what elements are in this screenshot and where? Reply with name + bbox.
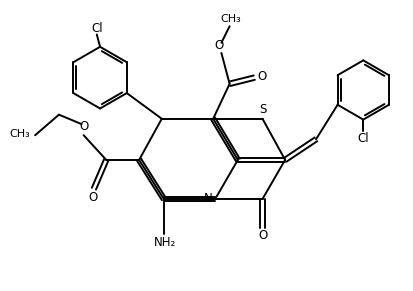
Text: S: S (259, 103, 266, 116)
Text: NH₂: NH₂ (153, 236, 176, 249)
Text: CH₃: CH₃ (9, 129, 30, 139)
Text: CH₃: CH₃ (220, 14, 240, 24)
Text: O: O (214, 40, 223, 52)
Text: O: O (80, 120, 89, 134)
Text: Cl: Cl (356, 132, 368, 145)
Text: N: N (203, 192, 212, 205)
Text: O: O (88, 191, 97, 204)
Text: Cl: Cl (91, 22, 102, 35)
Text: O: O (257, 230, 266, 242)
Text: O: O (256, 70, 266, 83)
